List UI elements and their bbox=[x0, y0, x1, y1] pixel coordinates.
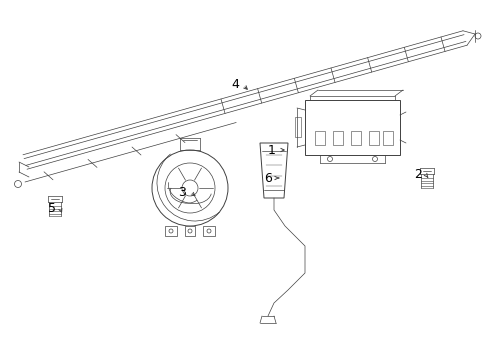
Bar bbox=[369, 131, 379, 145]
Bar bbox=[351, 131, 361, 145]
Bar bbox=[185, 226, 195, 236]
Bar bbox=[383, 131, 393, 145]
Text: 6: 6 bbox=[264, 171, 272, 184]
Polygon shape bbox=[260, 143, 288, 198]
Bar bbox=[295, 117, 301, 137]
Text: 4: 4 bbox=[231, 78, 239, 91]
Text: 2: 2 bbox=[414, 168, 422, 181]
Bar bbox=[315, 131, 325, 145]
Bar bbox=[203, 226, 215, 236]
Bar bbox=[333, 131, 343, 145]
Bar bbox=[165, 226, 177, 236]
Text: 1: 1 bbox=[268, 144, 276, 157]
Text: 3: 3 bbox=[178, 185, 186, 198]
Text: 5: 5 bbox=[48, 202, 56, 215]
Bar bbox=[305, 100, 400, 155]
